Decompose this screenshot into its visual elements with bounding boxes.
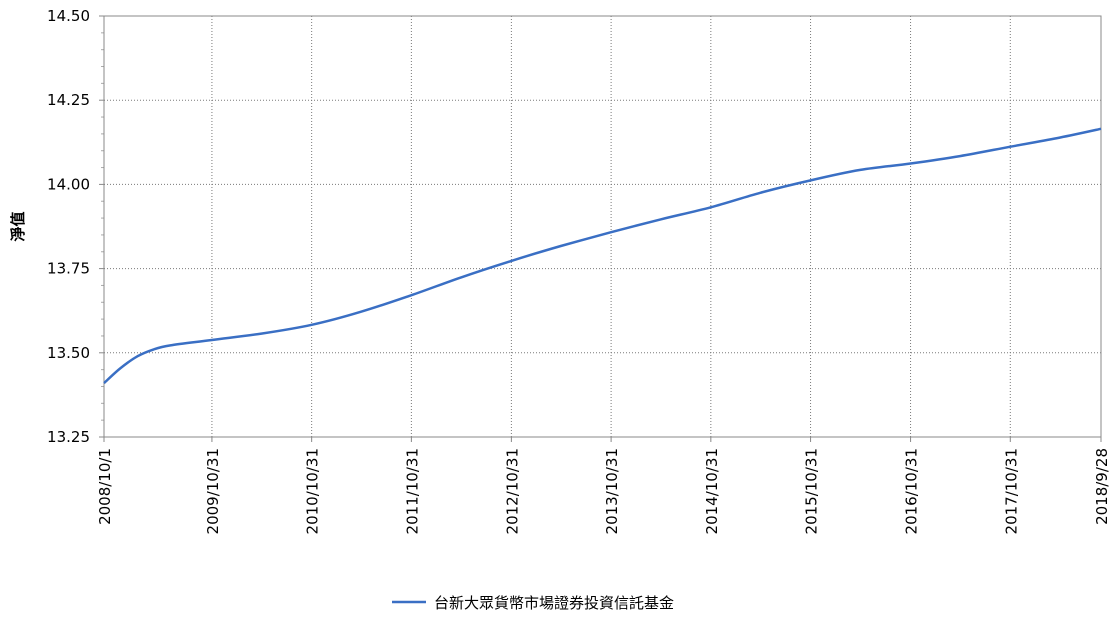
y-axis-label: 淨值: [9, 211, 27, 241]
x-tick-label: 2011/10/31: [403, 448, 421, 534]
y-tick-label: 13.75: [47, 260, 90, 278]
x-tick-label: 2017/10/31: [1002, 448, 1020, 534]
x-tick-label: 2015/10/31: [803, 448, 821, 534]
series-line: [103, 127, 1102, 385]
x-tick-label: 2018/9/28: [1093, 448, 1111, 525]
series: [103, 127, 1102, 385]
plot-area: [103, 15, 1102, 438]
y-tick-label: 13.50: [47, 344, 90, 362]
y-tick-label: 13.25: [47, 428, 90, 446]
x-tick-label: 2009/10/31: [204, 448, 222, 534]
y-axis: 13.25 13.50 13.75 14.00 14.25 14.50: [47, 7, 104, 446]
x-tick-label: 2010/10/31: [304, 448, 322, 534]
y-tick-label: 14.50: [47, 7, 90, 25]
y-tick-label: 14.00: [47, 175, 90, 193]
x-tick-label: 2014/10/31: [703, 448, 721, 534]
x-tick-label: 2013/10/31: [603, 448, 621, 534]
x-axis: 2008/10/1 2009/10/31 2010/10/31 2011/10/31 2…: [96, 437, 1111, 534]
legend-label: 台新大眾貨幣市場證券投資信託基金: [434, 594, 674, 612]
x-tick-label: 2016/10/31: [903, 448, 921, 534]
y-tick-label: 14.25: [47, 91, 90, 109]
legend: 台新大眾貨幣市場證券投資信託基金: [392, 594, 674, 612]
x-tick-label: 2008/10/1: [96, 448, 114, 525]
x-tick-label: 2012/10/31: [503, 448, 521, 534]
grid: [104, 16, 1101, 437]
